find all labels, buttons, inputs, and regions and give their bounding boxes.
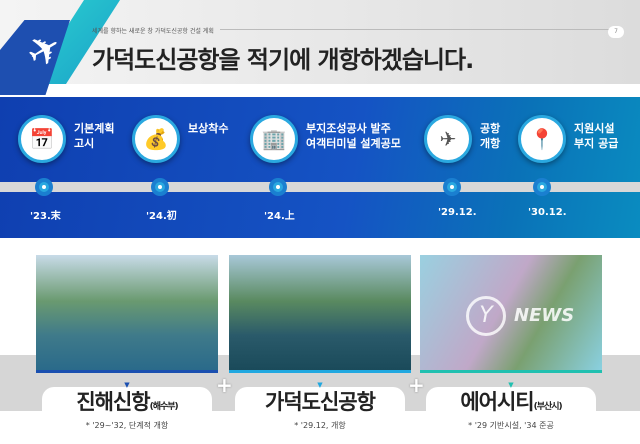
timeline-track (0, 182, 640, 192)
project-owner: (부산시) (533, 402, 563, 412)
milestone-date: '24.初 (146, 211, 177, 222)
building-plane-icon: 🏢 (250, 115, 298, 163)
airplane-takeoff-icon: ✈ (424, 115, 472, 163)
project-card: ▼ 가덕도신공항 * '29.12, 개항 (235, 381, 405, 444)
project-owner: (해수부) (149, 402, 179, 412)
project-card: ▼ 진해신항(해수부) * '29~'32, 단계적 개항 (42, 381, 212, 444)
watermark-text: NEWS (514, 305, 575, 326)
subtitle: 세계를 향하는 새로운 창 가덕도신공항 건설 계획 (92, 28, 214, 35)
timeline-dot (533, 178, 551, 196)
project-note: * '29~'32, 단계적 개항 (85, 421, 169, 430)
map-pin-icon: 📍 (518, 115, 566, 163)
header: ✈ 세계를 향하는 새로운 창 가덕도신공항 건설 계획 7 가덕도신공항을 적… (0, 0, 640, 95)
milestone-label: 부지조성공사 발주 여객터미널 설계공모 (306, 122, 401, 150)
jinhae-port-photo (36, 255, 218, 373)
divider (220, 29, 610, 30)
milestone-label: 보상착수 (188, 122, 229, 135)
milestone-label: 공항 개항 (480, 122, 501, 150)
timeline-dot (443, 178, 461, 196)
milestone-label: 기본계획 고시 (74, 122, 115, 150)
plus-icon: + (216, 373, 233, 397)
page-number: 7 (608, 26, 624, 38)
project-note: * '29 기반시설, '34 준공 (468, 421, 554, 430)
timeline: 📅 기본계획 고시 '23.末 💰 보상착수 '24.初 🏢 부지조성공사 발주 여객터… (0, 97, 640, 238)
triangle-down-icon: ▼ (124, 381, 130, 389)
milestone-date: '23.末 (30, 211, 61, 222)
triangle-down-icon: ▼ (317, 381, 323, 389)
milestone-date: '24.上 (264, 211, 295, 222)
page-title: 가덕도신공항을 적기에 개항하겠습니다. (92, 46, 474, 74)
project-name: 가덕도신공항 (265, 390, 376, 414)
milestone-label: 지원시설 부지 공급 (574, 122, 619, 150)
triangle-down-icon: ▼ (508, 381, 514, 389)
milestone-date: '30.12. (528, 207, 567, 218)
project-name: 에어시티 (460, 390, 534, 414)
timeline-dot (269, 178, 287, 196)
calendar-check-icon: 📅 (18, 115, 66, 163)
project-note: * '29.12, 개항 (294, 421, 346, 430)
milestone-date: '29.12. (438, 207, 477, 218)
project-name: 진해신항 (76, 390, 150, 414)
aircity-map-photo (420, 255, 602, 373)
timeline-dot (151, 178, 169, 196)
coins-icon: 💰 (132, 115, 180, 163)
timeline-dot (35, 178, 53, 196)
plus-icon: + (408, 373, 425, 397)
project-card: ▼ 에어시티(부산시) * '29 기반시설, '34 준공 (426, 381, 596, 444)
yonhap-logo: Y (466, 296, 506, 336)
gadeok-airport-photo (229, 255, 411, 373)
